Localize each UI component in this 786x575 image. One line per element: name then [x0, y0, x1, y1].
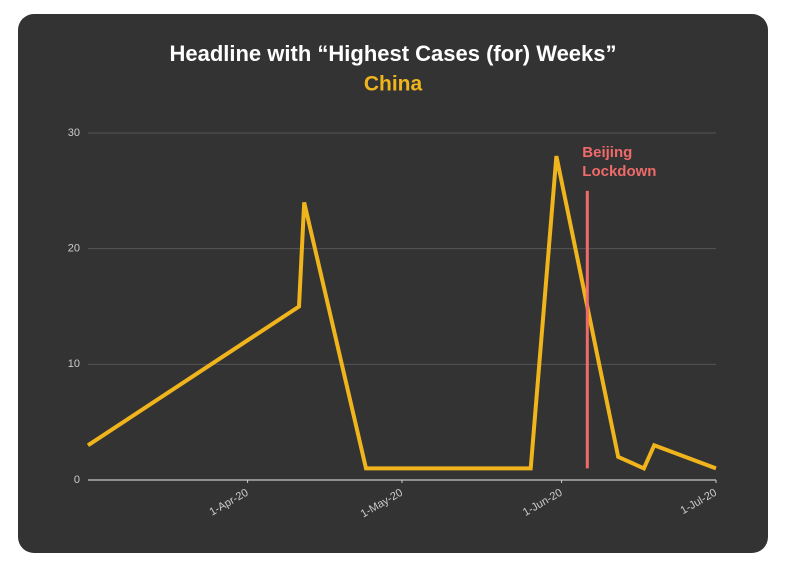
- data-line: [86, 155, 717, 472]
- chart-title: Headline with “Highest Cases (for) Weeks…: [169, 41, 616, 66]
- y-tick-label: 30: [68, 127, 80, 139]
- y-tick-label: 20: [68, 243, 80, 255]
- y-tick-label: 10: [68, 358, 80, 370]
- annotation-label: Lockdown: [582, 163, 656, 180]
- chart-subtitle: China: [364, 73, 423, 96]
- y-tick-label: 0: [74, 474, 80, 486]
- annotation-label: Beijing: [582, 144, 632, 161]
- card: [18, 14, 768, 553]
